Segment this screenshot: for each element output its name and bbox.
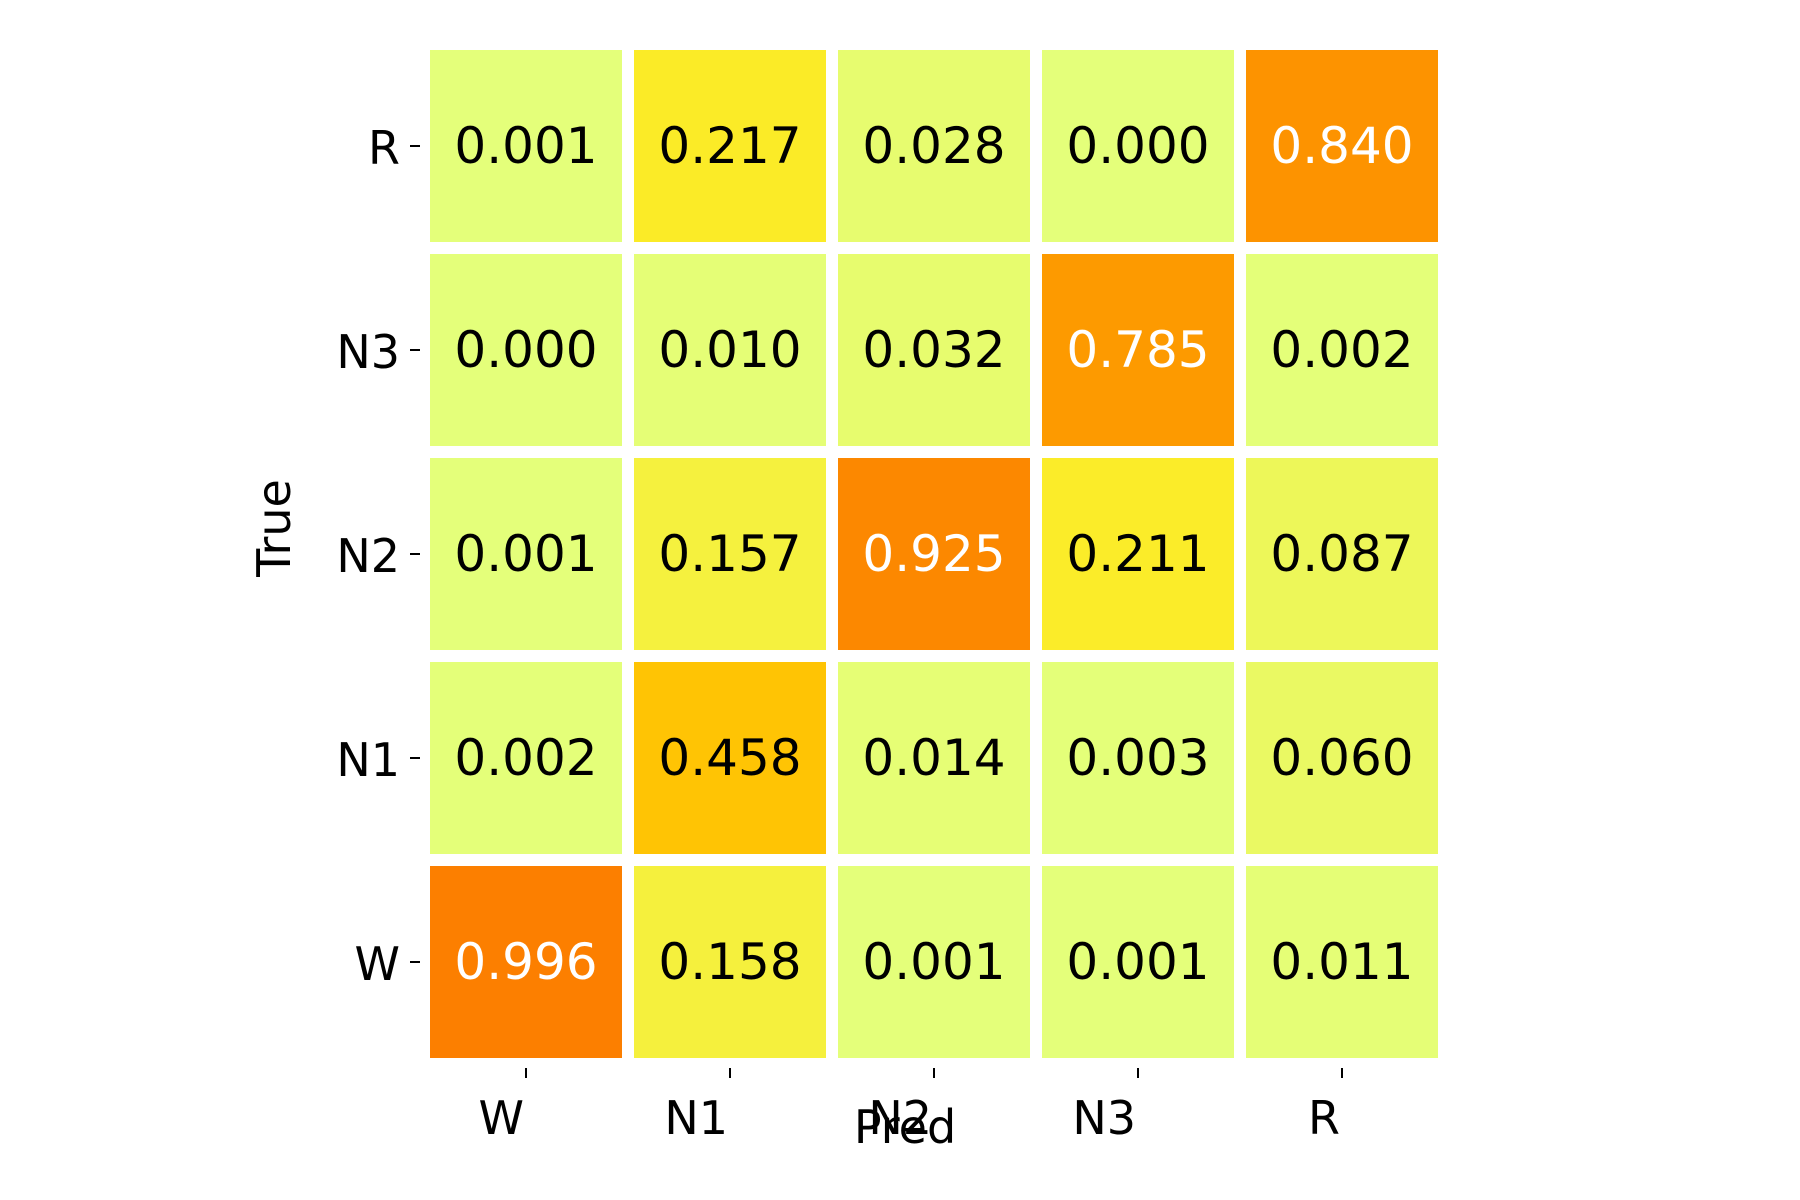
heatmap-cell-r-n3	[1042, 50, 1234, 242]
heatmap-cell-n2-r	[1246, 458, 1438, 650]
y-axis-title: True	[247, 479, 301, 578]
cell-value-label: 0.002	[1270, 321, 1413, 379]
x-axis-ticks: W N1 N2 N3 R	[479, 1068, 1343, 1145]
heatmap-cell-w-w	[430, 866, 622, 1058]
cell-value-label: 0.001	[454, 117, 597, 175]
x-tick-label: N2	[868, 1091, 932, 1145]
heatmap-cell-n3-n2	[838, 254, 1030, 446]
heatmap-cell-n2-w	[430, 458, 622, 650]
heatmap-cell-n1-n3	[1042, 662, 1234, 854]
cell-value-label: 0.001	[862, 933, 1005, 991]
cell-value-label: 0.458	[658, 729, 801, 787]
heatmap-cell-n3-n1	[634, 254, 826, 446]
cell-value-label: 0.028	[862, 117, 1005, 175]
cell-value-label: 0.000	[454, 321, 597, 379]
heatmap-cell-n2-n3	[1042, 458, 1234, 650]
y-tick-label: N2	[336, 529, 400, 583]
x-tick-label: W	[479, 1091, 524, 1145]
y-tick-label: N1	[336, 733, 400, 787]
heatmap-cell-n1-n2	[838, 662, 1030, 854]
heatmap-cell-w-n1	[634, 866, 826, 1058]
y-tick-label: R	[368, 121, 400, 175]
heatmap-cell-r-r	[1246, 50, 1438, 242]
cell-value-label: 0.032	[862, 321, 1005, 379]
heatmap-cell-n1-r	[1246, 662, 1438, 854]
x-axis-title: Pred	[854, 1100, 956, 1154]
cell-value-label: 0.003	[1066, 729, 1209, 787]
heatmap-cell-n3-w	[430, 254, 622, 446]
cell-value-label: 0.014	[862, 729, 1005, 787]
y-tick-label: W	[355, 937, 400, 991]
heatmap-cells	[430, 50, 1438, 1058]
heatmap-cell-n1-w	[430, 662, 622, 854]
cell-value-label: 0.010	[658, 321, 801, 379]
cell-value-label: 0.217	[658, 117, 801, 175]
heatmap-cell-r-w	[430, 50, 622, 242]
y-tick-label: N3	[336, 325, 400, 379]
cell-value-label: 0.158	[658, 933, 801, 991]
cell-value-label: 0.060	[1270, 729, 1413, 787]
cell-value-label: 0.211	[1066, 525, 1209, 583]
x-tick-label: R	[1308, 1091, 1340, 1145]
heatmap-cell-n3-n3	[1042, 254, 1234, 446]
cell-value-label: 0.996	[454, 933, 597, 991]
heatmap-cell-w-r	[1246, 866, 1438, 1058]
cell-value-label: 0.157	[658, 525, 801, 583]
cell-value-label: 0.840	[1270, 117, 1413, 175]
cell-value-label: 0.925	[862, 525, 1005, 583]
heatmap-cell-w-n2	[838, 866, 1030, 1058]
cell-value-label: 0.001	[1066, 933, 1209, 991]
heatmap-cell-n2-n2	[838, 458, 1030, 650]
cell-value-label: 0.087	[1270, 525, 1413, 583]
heatmap-cell-labels: 0.996 0.158 0.001 0.001 0.011 0.002 0.458 0.014…	[454, 117, 1413, 991]
heatmap-cell-n2-n1	[634, 458, 826, 650]
y-axis-ticks: W N1 N2 N3 R	[336, 121, 420, 991]
x-tick-label: N3	[1072, 1091, 1136, 1145]
heatmap-cell-r-n2	[838, 50, 1030, 242]
cell-value-label: 0.000	[1066, 117, 1209, 175]
cell-value-label: 0.785	[1066, 321, 1209, 379]
cell-value-label: 0.002	[454, 729, 597, 787]
heatmap-cell-r-n1	[634, 50, 826, 242]
x-tick-label: N1	[664, 1091, 728, 1145]
cell-value-label: 0.011	[1270, 933, 1413, 991]
heatmap-cell-n1-n1	[634, 662, 826, 854]
cell-value-label: 0.001	[454, 525, 597, 583]
heatmap-cell-n3-r	[1246, 254, 1438, 446]
heatmap-cell-w-n3	[1042, 866, 1234, 1058]
